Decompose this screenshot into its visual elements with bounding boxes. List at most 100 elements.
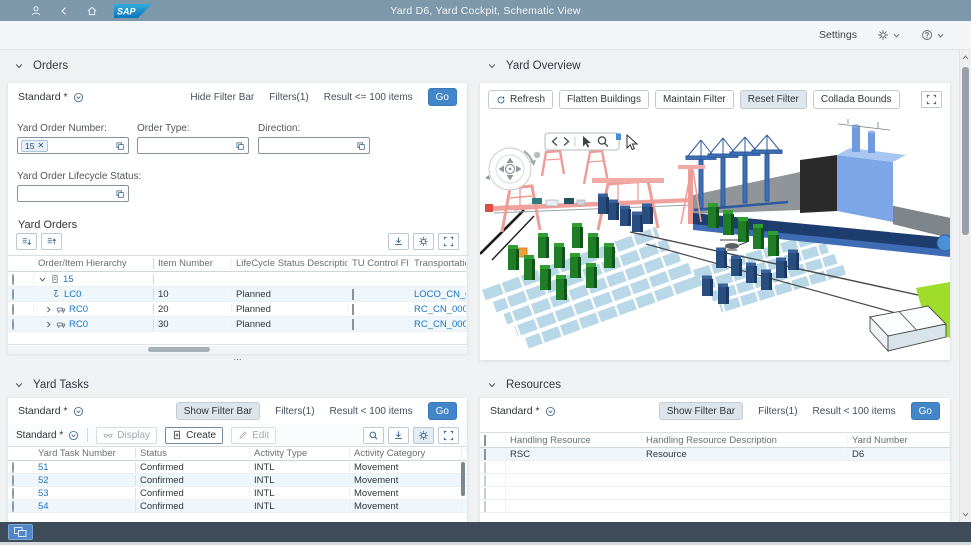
table-row[interactable]: 54 Confirmed INTL Movement xyxy=(8,500,467,513)
col-yard[interactable]: Yard xyxy=(462,448,467,459)
row-checkbox[interactable] xyxy=(484,448,486,460)
orders-section-header[interactable]: Orders xyxy=(14,60,68,72)
row-radio[interactable] xyxy=(12,500,14,512)
table-row[interactable]: 15 xyxy=(8,272,467,287)
value-help-icon[interactable] xyxy=(115,141,125,151)
horizontal-scrollbar[interactable] xyxy=(8,346,467,354)
collada-bounds-button[interactable]: Collada Bounds xyxy=(812,90,900,109)
tasks-go-button[interactable]: Go xyxy=(427,402,457,420)
task-link[interactable]: 52 xyxy=(34,474,136,486)
viewer-toolbar[interactable] xyxy=(544,132,621,151)
page-scrollbar[interactable] xyxy=(959,50,970,522)
help-menu[interactable] xyxy=(921,29,945,41)
table-row[interactable]: 51 Confirmed INTL Movement xyxy=(8,461,467,474)
table-grow-trigger[interactable]: ... xyxy=(233,352,242,363)
overview-section-header[interactable]: Yard Overview xyxy=(487,60,581,72)
resources-variant-selector[interactable]: Standard * xyxy=(490,405,556,417)
row-radio[interactable] xyxy=(12,303,14,315)
tasks-scrollbar-thumb[interactable] xyxy=(461,462,465,496)
orders-filters-button[interactable]: Filters(1) xyxy=(269,91,309,103)
settings-button[interactable]: Settings xyxy=(819,29,857,41)
row-radio[interactable] xyxy=(12,474,14,486)
table-row[interactable]: 52 Confirmed INTL Movement xyxy=(8,474,467,487)
lifecycle-status-input[interactable] xyxy=(17,185,129,202)
sap-logo[interactable]: SAP xyxy=(114,3,152,19)
chevron-right-icon[interactable] xyxy=(44,320,53,329)
tu-link[interactable]: RC_CN_0002 xyxy=(410,318,467,330)
export-button[interactable] xyxy=(388,233,409,250)
orders-variant-selector[interactable]: Standard * xyxy=(18,91,84,103)
scroll-down-icon[interactable] xyxy=(961,510,970,519)
value-help-icon[interactable] xyxy=(356,141,366,151)
col-yard-number[interactable]: Yard Number xyxy=(848,434,950,446)
view-settings-menu[interactable] xyxy=(877,29,901,41)
tasks-section-header[interactable]: Yard Tasks xyxy=(14,379,89,391)
orbit-gizmo[interactable] xyxy=(485,147,541,191)
value-help-icon[interactable] xyxy=(115,189,125,199)
toolbar-handle[interactable] xyxy=(616,133,621,141)
col-task-number[interactable]: Yard Task Number xyxy=(34,448,136,459)
chevron-down-icon[interactable] xyxy=(38,275,47,284)
order-type-input[interactable] xyxy=(137,137,249,154)
col-handling-resource[interactable]: Handling Resource xyxy=(506,434,642,446)
yard-order-number-input[interactable]: 15 ✕ xyxy=(17,137,129,154)
col-activity-category[interactable]: Activity Category xyxy=(350,448,462,459)
tu-link[interactable]: LOCO_CN_0001 xyxy=(410,288,467,300)
table-row[interactable]: RC0 30 Planned RC_CN_0002 xyxy=(8,317,467,332)
resources-filters-button[interactable]: Filters(1) xyxy=(758,405,798,417)
tasks-table-variant[interactable]: Standard * xyxy=(16,430,79,441)
chevron-right-icon[interactable] xyxy=(44,305,53,314)
orders-go-button[interactable]: Go xyxy=(427,88,457,106)
hide-filter-bar-button[interactable]: Hide Filter Bar xyxy=(190,91,255,103)
col-hierarchy[interactable]: Order/Item Hierarchy xyxy=(34,258,154,269)
value-help-icon[interactable] xyxy=(235,141,245,151)
reset-filter-button[interactable]: Reset Filter xyxy=(739,90,807,109)
order-item-link[interactable]: RC0 xyxy=(69,318,89,330)
user-icon[interactable] xyxy=(30,5,42,17)
edit-button[interactable]: Edit xyxy=(231,426,277,444)
create-button[interactable]: Create xyxy=(165,426,224,444)
expand-all-button[interactable] xyxy=(16,233,37,250)
maximize-button[interactable] xyxy=(438,233,459,250)
search-button[interactable] xyxy=(363,426,384,444)
token-remove-icon[interactable]: ✕ xyxy=(37,141,45,150)
row-radio[interactable] xyxy=(12,273,14,285)
yard-3d-scene[interactable] xyxy=(480,110,950,356)
table-row[interactable]: RSC Resource D6 xyxy=(480,448,950,461)
row-radio[interactable] xyxy=(12,461,14,473)
scrollbar-thumb[interactable] xyxy=(961,67,969,235)
direction-input[interactable] xyxy=(258,137,370,154)
maintain-filter-button[interactable]: Maintain Filter xyxy=(654,90,734,109)
collapse-all-button[interactable] xyxy=(41,233,62,250)
refresh-button[interactable]: Refresh xyxy=(488,90,554,109)
row-radio[interactable] xyxy=(12,487,14,499)
flatten-buildings-button[interactable]: Flatten Buildings xyxy=(559,90,649,109)
col-transportation-unit[interactable]: Transportation U xyxy=(410,258,467,269)
taskbar-app-button[interactable] xyxy=(8,524,33,540)
table-row[interactable]: RC0 20 Planned RC_CN_0001 xyxy=(8,302,467,317)
home-icon[interactable] xyxy=(86,5,98,17)
col-activity-type[interactable]: Activity Type xyxy=(250,448,350,459)
col-resource-description[interactable]: Handling Resource Description xyxy=(642,434,848,446)
tu-control-checkbox[interactable] xyxy=(352,318,354,330)
select-all-checkbox[interactable] xyxy=(484,434,486,446)
table-row[interactable]: LC0 10 Planned LOCO_CN_0001 xyxy=(8,287,467,302)
show-filter-bar-button[interactable]: Show Filter Bar xyxy=(175,402,261,420)
table-settings-button[interactable] xyxy=(413,426,434,444)
maximize-button[interactable] xyxy=(438,426,459,444)
tasks-filters-button[interactable]: Filters(1) xyxy=(275,405,315,417)
back-icon[interactable] xyxy=(58,5,70,17)
table-row[interactable]: 53 Confirmed INTL Movement xyxy=(8,487,467,500)
scroll-up-icon[interactable] xyxy=(961,53,970,62)
col-status[interactable]: Status xyxy=(136,448,250,459)
show-filter-bar-button[interactable]: Show Filter Bar xyxy=(658,402,744,420)
row-radio[interactable] xyxy=(12,288,14,300)
task-link[interactable]: 54 xyxy=(34,500,136,512)
tu-link[interactable]: RC_CN_0001 xyxy=(410,303,467,315)
overview-maximize-button[interactable] xyxy=(921,91,942,108)
col-item-number[interactable]: Item Number xyxy=(154,258,232,269)
resources-section-header[interactable]: Resources xyxy=(487,379,561,391)
tu-control-checkbox[interactable] xyxy=(352,288,354,300)
col-tu-control-flag[interactable]: TU Control Flag xyxy=(348,258,410,269)
order-link[interactable]: 15 xyxy=(63,273,74,285)
